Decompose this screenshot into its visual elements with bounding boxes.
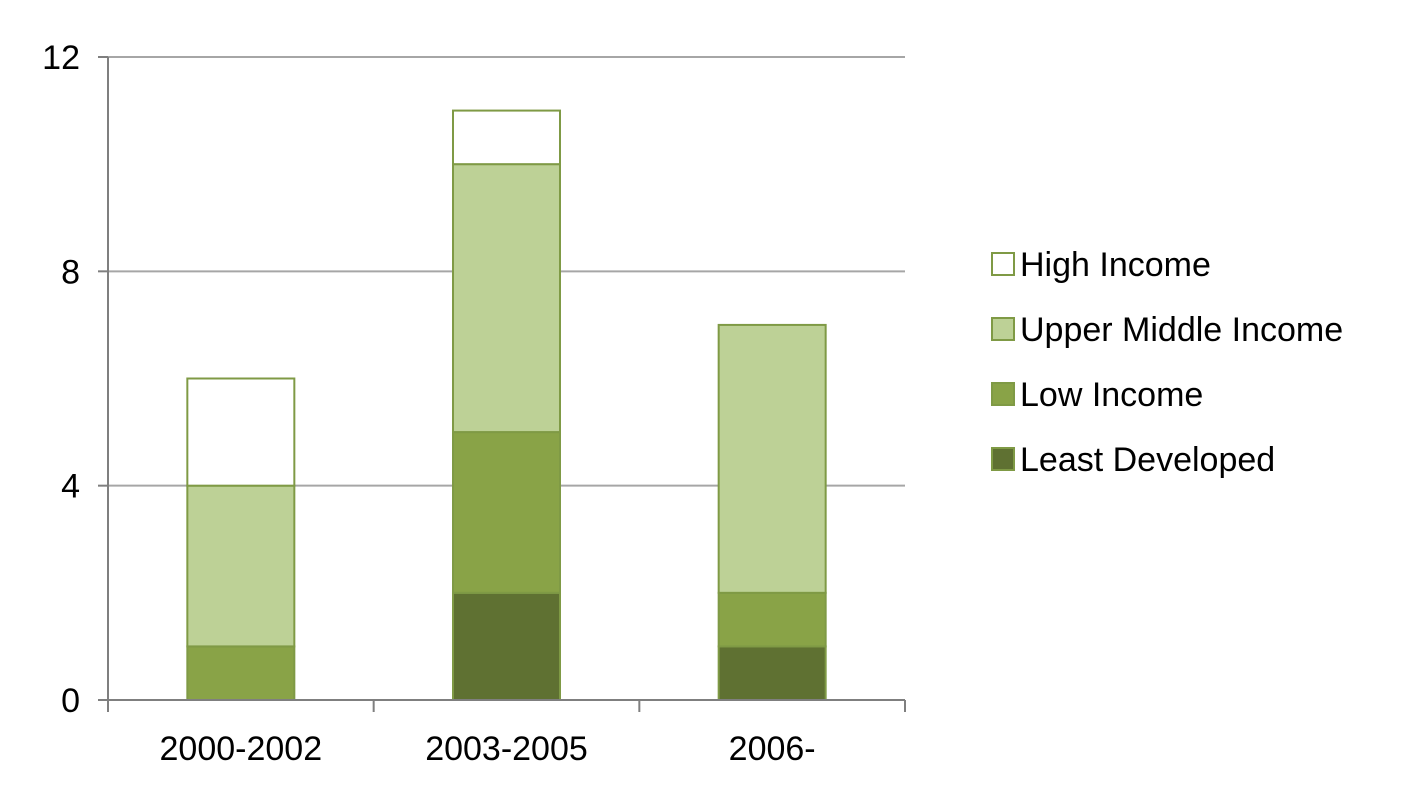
legend-label-low-income: Low Income — [1020, 376, 1203, 414]
legend-swatch-upper-middle-income — [991, 317, 1015, 341]
bar-segment-least-developed-2 — [717, 645, 827, 702]
x-tick-label-2: 2006- — [729, 730, 816, 768]
y-tick-label-12: 12 — [42, 39, 80, 77]
x-axis-tick-labels: 2000-2002 2003-2005 2006- — [160, 730, 816, 768]
legend-label-least-developed: Least Developed — [1020, 441, 1275, 479]
bar-segment-low-income-1 — [452, 431, 561, 594]
bar-segment-least-developed-1 — [452, 591, 561, 701]
legend-label-high-income: High Income — [1020, 246, 1211, 284]
y-tick-label-8: 8 — [61, 253, 80, 291]
bar-segment-upper-middle-income-0 — [186, 484, 296, 648]
y-tick-label-4: 4 — [61, 468, 80, 506]
bar-segment-high-income-1 — [452, 109, 561, 166]
x-tick-label-0: 2000-2002 — [160, 730, 323, 768]
legend-swatch-high-income — [991, 252, 1015, 276]
bar-segment-high-income-0 — [186, 377, 296, 487]
bar-segment-upper-middle-income-2 — [717, 323, 827, 594]
legend-label-upper-middle-income: Upper Middle Income — [1020, 311, 1343, 349]
bar-segment-low-income-0 — [186, 645, 296, 702]
legend-swatch-low-income — [991, 382, 1015, 406]
axes — [98, 56, 906, 712]
y-tick-label-0: 0 — [61, 682, 80, 720]
bar-segment-upper-middle-income-1 — [452, 163, 561, 434]
legend-swatch-least-developed — [991, 447, 1015, 471]
legend: High Income Upper Middle Income Low Income… — [991, 246, 1343, 479]
bars — [186, 109, 827, 702]
bar-segment-low-income-2 — [717, 591, 827, 648]
x-tick-label-1: 2003-2005 — [425, 730, 588, 768]
y-axis-tick-labels: 0 4 8 12 — [42, 39, 80, 720]
